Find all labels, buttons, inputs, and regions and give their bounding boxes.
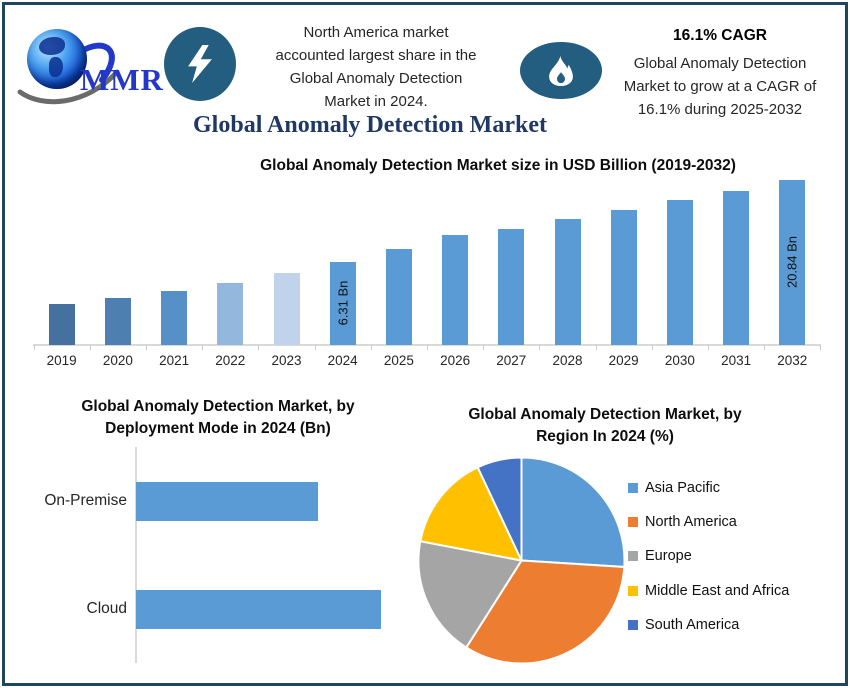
logo-swoosh-icon: [17, 42, 120, 105]
axis-tick: [370, 345, 372, 350]
legend-item: South America: [628, 617, 739, 633]
flame-icon: [549, 55, 573, 86]
bar-2024: [329, 261, 356, 345]
bar-2022: [217, 282, 244, 345]
market-size-chart-title: Global Anomaly Detection Market size in …: [260, 157, 736, 174]
bar-value-label: 20.84 Bn: [784, 235, 800, 289]
legend-label: Asia Pacific: [645, 480, 720, 496]
logo-text: MMR: [80, 62, 164, 97]
axis-tick: [820, 345, 822, 350]
pie-slice-middle-east-and-africa: [419, 465, 524, 562]
pie-slice-europe: [417, 540, 524, 649]
axis-tick: [146, 345, 147, 350]
bar-2032: [779, 179, 806, 345]
region-pie-chart: [417, 456, 626, 665]
flame-badge: [520, 42, 602, 99]
north-america-note: North America market accounted largest s…: [243, 21, 509, 113]
note-line: Market in 2024.: [324, 93, 428, 110]
axis-tick: [483, 345, 485, 350]
cagr-title: 16.1% CAGR: [673, 27, 767, 44]
bar-2021: [161, 290, 188, 345]
lightning-badge: [164, 27, 236, 101]
bar-2025: [385, 248, 412, 345]
x-axis-label: 2019: [46, 353, 77, 368]
y-axis-line: [135, 447, 137, 663]
x-axis-label: 2024: [327, 353, 358, 368]
bar-2029: [610, 209, 637, 345]
x-axis-label: 2030: [664, 353, 695, 368]
legend-label: South America: [645, 616, 740, 633]
legend-swatch: [628, 585, 638, 596]
x-axis-label: 2025: [383, 353, 414, 368]
page-title: Global Anomaly Detection Market: [193, 112, 547, 138]
axis-tick: [651, 345, 653, 350]
legend-swatch: [628, 551, 638, 562]
bar-2027: [498, 229, 525, 345]
title-line: Global Anomaly Detection Market, by: [81, 398, 355, 415]
bar-2020: [104, 297, 131, 345]
cagr-line: Market to grow at a CAGR of: [623, 78, 817, 95]
note-line: North America market: [303, 24, 449, 41]
title-line: Deployment Mode in 2024 (Bn): [105, 420, 331, 437]
legend-item: Europe: [628, 548, 692, 564]
legend-item: Middle East and Africa: [628, 583, 789, 599]
axis-tick: [33, 345, 35, 350]
legend-swatch: [628, 483, 638, 493]
cagr-callout: 16.1% CAGR Global Anomaly Detection Mark…: [597, 27, 843, 121]
legend-label: Middle East and Africa: [645, 582, 790, 599]
x-axis-label: 2022: [215, 353, 246, 368]
legend-label: Europe: [645, 548, 692, 565]
globe-icon: [27, 29, 87, 89]
bar-value-label: 6.31 Bn: [335, 280, 351, 326]
bar-cloud: [136, 589, 381, 629]
deployment-chart-title: Global Anomaly Detection Market, by Depl…: [40, 396, 396, 440]
pie-slice-south-america: [476, 456, 523, 561]
category-label: On-Premise: [44, 492, 127, 509]
legend-item: North America: [628, 514, 737, 530]
title-line: Region In 2024 (%): [536, 428, 674, 445]
legend-swatch: [628, 619, 638, 630]
category-label: Cloud: [86, 599, 128, 617]
x-axis-label: 2026: [440, 353, 471, 368]
axis-tick: [539, 345, 541, 350]
legend-label: North America: [645, 514, 737, 531]
axis-tick: [89, 345, 91, 350]
bar-2031: [723, 190, 750, 345]
legend-item: Asia Pacific: [628, 480, 720, 496]
axis-tick: [314, 345, 316, 350]
axis-tick: [427, 345, 428, 350]
x-axis-label: 2028: [552, 353, 583, 368]
bar-2026: [442, 234, 469, 345]
note-line: Global Anomaly Detection: [289, 70, 463, 87]
axis-tick: [202, 345, 204, 350]
pie-slice-asia-pacific: [520, 456, 626, 569]
x-axis-label: 2031: [721, 353, 752, 368]
bar-2023: [273, 273, 300, 345]
x-axis-label: 2021: [159, 353, 190, 368]
note-line: accounted largest share in the: [275, 47, 477, 64]
bar-2028: [554, 219, 581, 345]
axis-tick: [764, 345, 766, 350]
x-axis-label: 2027: [496, 353, 527, 368]
axis-tick: [595, 345, 597, 350]
bar-on-premise: [136, 482, 318, 521]
x-axis-label: 2020: [102, 353, 133, 368]
axis-tick: [708, 345, 709, 350]
cagr-text: Global Anomaly Detection Market to grow …: [597, 52, 843, 121]
x-axis-label: 2029: [608, 353, 639, 368]
x-axis-label: 2032: [777, 353, 808, 368]
legend-swatch: [628, 517, 638, 528]
mmr-logo: MMR: [14, 14, 166, 110]
bar-2030: [666, 199, 693, 345]
title-line: Global Anomaly Detection Market, by: [468, 406, 742, 423]
lightning-icon: [188, 45, 212, 83]
axis-tick: [258, 345, 260, 350]
bar-2019: [48, 304, 75, 345]
cagr-line: 16.1% during 2025-2032: [637, 101, 803, 118]
x-axis-label: 2023: [271, 353, 302, 368]
region-chart-title: Global Anomaly Detection Market, by Regi…: [432, 404, 778, 448]
cagr-line: Global Anomaly Detection: [633, 55, 807, 72]
